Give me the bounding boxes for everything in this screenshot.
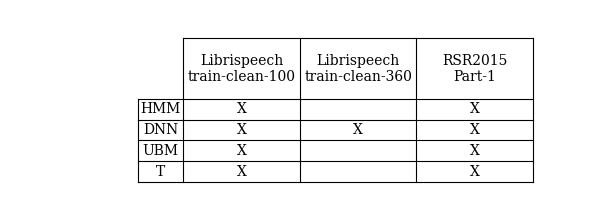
- Text: UBM: UBM: [143, 144, 179, 158]
- Text: X: X: [236, 123, 247, 137]
- Text: X: X: [470, 102, 479, 116]
- Text: X: X: [236, 102, 247, 116]
- Text: X: X: [470, 144, 479, 158]
- Text: Librispeech
train-clean-360: Librispeech train-clean-360: [304, 54, 412, 84]
- Text: X: X: [470, 123, 479, 137]
- Text: X: X: [470, 165, 479, 179]
- Text: HMM: HMM: [140, 102, 181, 116]
- Text: RSR2015
Part-1: RSR2015 Part-1: [442, 54, 508, 84]
- Text: X: X: [236, 144, 247, 158]
- Text: X: X: [353, 123, 363, 137]
- Text: Librispeech
train-clean-100: Librispeech train-clean-100: [188, 54, 296, 84]
- Text: DNN: DNN: [143, 123, 178, 137]
- Text: T: T: [156, 165, 165, 179]
- Text: X: X: [236, 165, 247, 179]
